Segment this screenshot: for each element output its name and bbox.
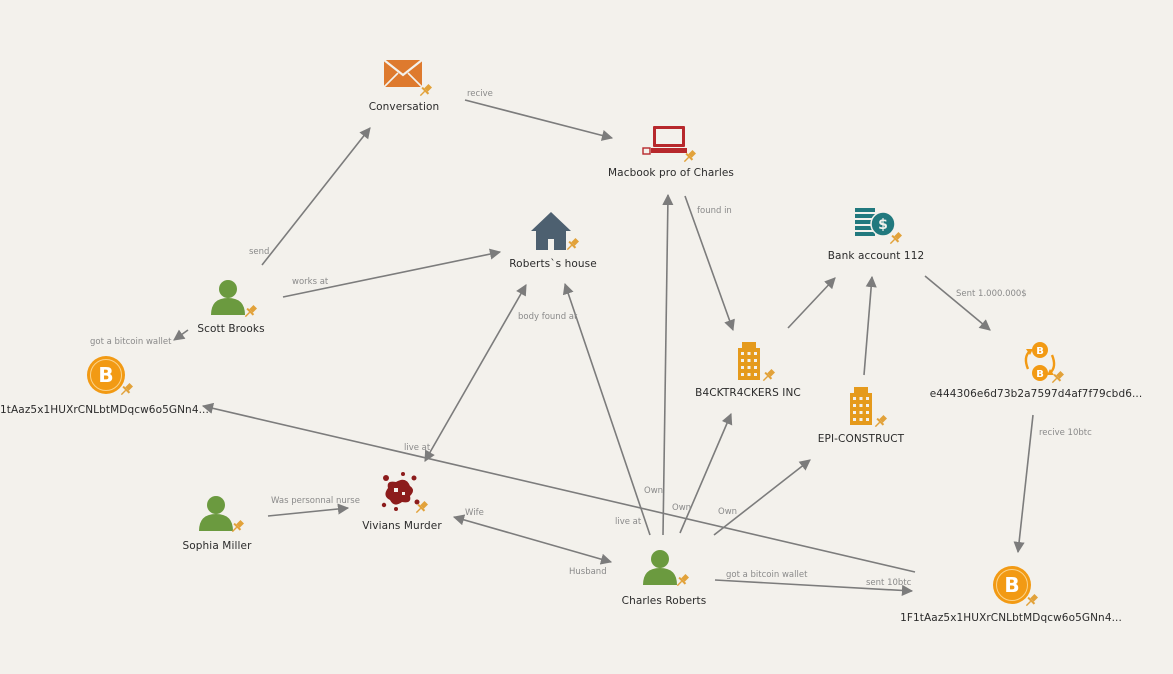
svg-text:B: B — [98, 363, 113, 387]
node-label-bank-account[interactable]: Bank account 112 — [827, 250, 925, 262]
edge-conversation-recive-macbook[interactable] — [464, 99, 614, 141]
edges — [173, 99, 1034, 597]
edge-label: got a bitcoin wallet — [726, 570, 808, 580]
edge-label: live at — [404, 443, 431, 453]
person-icon[interactable] — [211, 280, 245, 315]
pin-icon — [120, 382, 134, 396]
node-label-sophia-miller[interactable]: Sophia Miller — [182, 540, 252, 552]
edge-scott-works-at-house[interactable] — [282, 248, 502, 298]
bitcoin-exchange-icon[interactable]: B B — [1024, 342, 1056, 381]
edge-charles-own-backtrackers[interactable] — [679, 412, 733, 534]
edge-scott-bitcoin-wallet[interactable] — [173, 329, 189, 341]
node-label-conversation[interactable]: Conversation — [368, 101, 440, 113]
node-label-transaction[interactable]: e444306e6d73b2a7597d4af7f79cbd6... — [929, 388, 1143, 400]
edge-label: Own — [672, 503, 691, 513]
edge-label: recive — [467, 89, 493, 99]
edge-label: Was personnal nurse — [271, 496, 360, 506]
edge-charles-live-at-house[interactable] — [562, 282, 651, 536]
edge-tx-recive-wallet2[interactable] — [1013, 414, 1034, 554]
node-label-charles-roberts[interactable]: Charles Roberts — [621, 595, 707, 607]
node-label-scott-brooks[interactable]: Scott Brooks — [197, 323, 265, 335]
edge-label: recive 10btc — [1039, 428, 1092, 438]
node-label-wallet-2[interactable]: 1F1tAaz5x1HUXrCNLbtMDqcw6o5GNn4... — [900, 612, 1122, 624]
edge-charles-own-macbook[interactable] — [662, 193, 674, 536]
edge-label: got a bitcoin wallet — [90, 337, 172, 347]
edge-house-murder-live-at[interactable] — [424, 284, 527, 462]
pin-icon — [762, 368, 776, 382]
edge-label: Husband — [569, 567, 607, 577]
pin-icon — [244, 304, 258, 318]
edge-label: body found at — [518, 312, 578, 322]
edge-murder-charles-spouse[interactable] — [452, 514, 613, 565]
edge-epi-bank[interactable] — [863, 275, 877, 376]
edge-label: Sent 1.000.000$ — [956, 289, 1027, 299]
person-icon[interactable] — [199, 496, 233, 531]
edge-label: send — [249, 247, 269, 257]
edge-label: Own — [718, 507, 737, 517]
edge-label: found in — [697, 206, 732, 216]
house-icon[interactable] — [531, 212, 571, 250]
svg-text:B: B — [1036, 369, 1044, 380]
building-icon[interactable] — [850, 387, 872, 425]
svg-text:$: $ — [878, 217, 888, 233]
pin-icon — [889, 231, 903, 245]
svg-text:B: B — [1004, 573, 1019, 597]
node-label-epi-construct[interactable]: EPI-CONSTRUCT — [817, 433, 905, 445]
building-icon[interactable] — [738, 342, 760, 380]
edge-label: live at — [615, 517, 642, 527]
pin-icon — [874, 414, 888, 428]
pin-icon — [415, 500, 429, 514]
pin-icon — [676, 573, 690, 587]
pin-icon — [231, 519, 245, 533]
bitcoin-icon[interactable]: B — [993, 566, 1031, 604]
laptop-icon[interactable] — [642, 126, 687, 155]
envelope-icon[interactable] — [383, 59, 423, 88]
pin-icon — [566, 237, 580, 251]
edge-macbook-found-in-backtrackers[interactable] — [684, 195, 735, 332]
edge-label: Wife — [465, 508, 484, 518]
edge-bank-sent-tx[interactable] — [924, 275, 991, 331]
edge-charles-own-epi[interactable] — [713, 459, 811, 536]
node-label-backtrackers[interactable]: B4CKTR4CKERS INC — [695, 387, 801, 399]
pin-icon — [1051, 370, 1065, 384]
node-label-vivians-murder[interactable]: Vivians Murder — [362, 520, 442, 532]
edge-sophia-nurse-murder[interactable] — [267, 503, 350, 517]
svg-text:B: B — [1036, 346, 1044, 357]
edge-wallet2-sent-wallet1[interactable] — [201, 402, 916, 573]
person-icon[interactable] — [643, 550, 677, 585]
edge-backtrackers-bank[interactable] — [787, 277, 836, 329]
pin-icon — [1025, 593, 1039, 607]
edge-charles-bitcoin-wallet2[interactable] — [714, 579, 914, 597]
edge-label: sent 10btc — [866, 578, 912, 588]
node-label-wallet-1[interactable]: 1F1tAaz5x1HUXrCNLbtMDqcw6o5GNn4... — [0, 404, 209, 416]
pin-icon — [683, 149, 697, 163]
pin-icon — [419, 83, 433, 97]
node-label-house[interactable]: Roberts`s house — [509, 258, 597, 270]
bank-icon[interactable]: $ — [855, 208, 896, 237]
blood-splatter-icon[interactable] — [381, 472, 420, 511]
edge-label: Own — [644, 486, 663, 496]
edge-scott-send-conversation[interactable] — [261, 127, 371, 266]
node-label-macbook[interactable]: Macbook pro of Charles — [608, 167, 734, 179]
bitcoin-icon[interactable]: B — [87, 356, 125, 394]
edge-label: works at — [292, 277, 329, 287]
edge-labels: recive send works at got a bitcoin walle… — [90, 89, 1092, 588]
